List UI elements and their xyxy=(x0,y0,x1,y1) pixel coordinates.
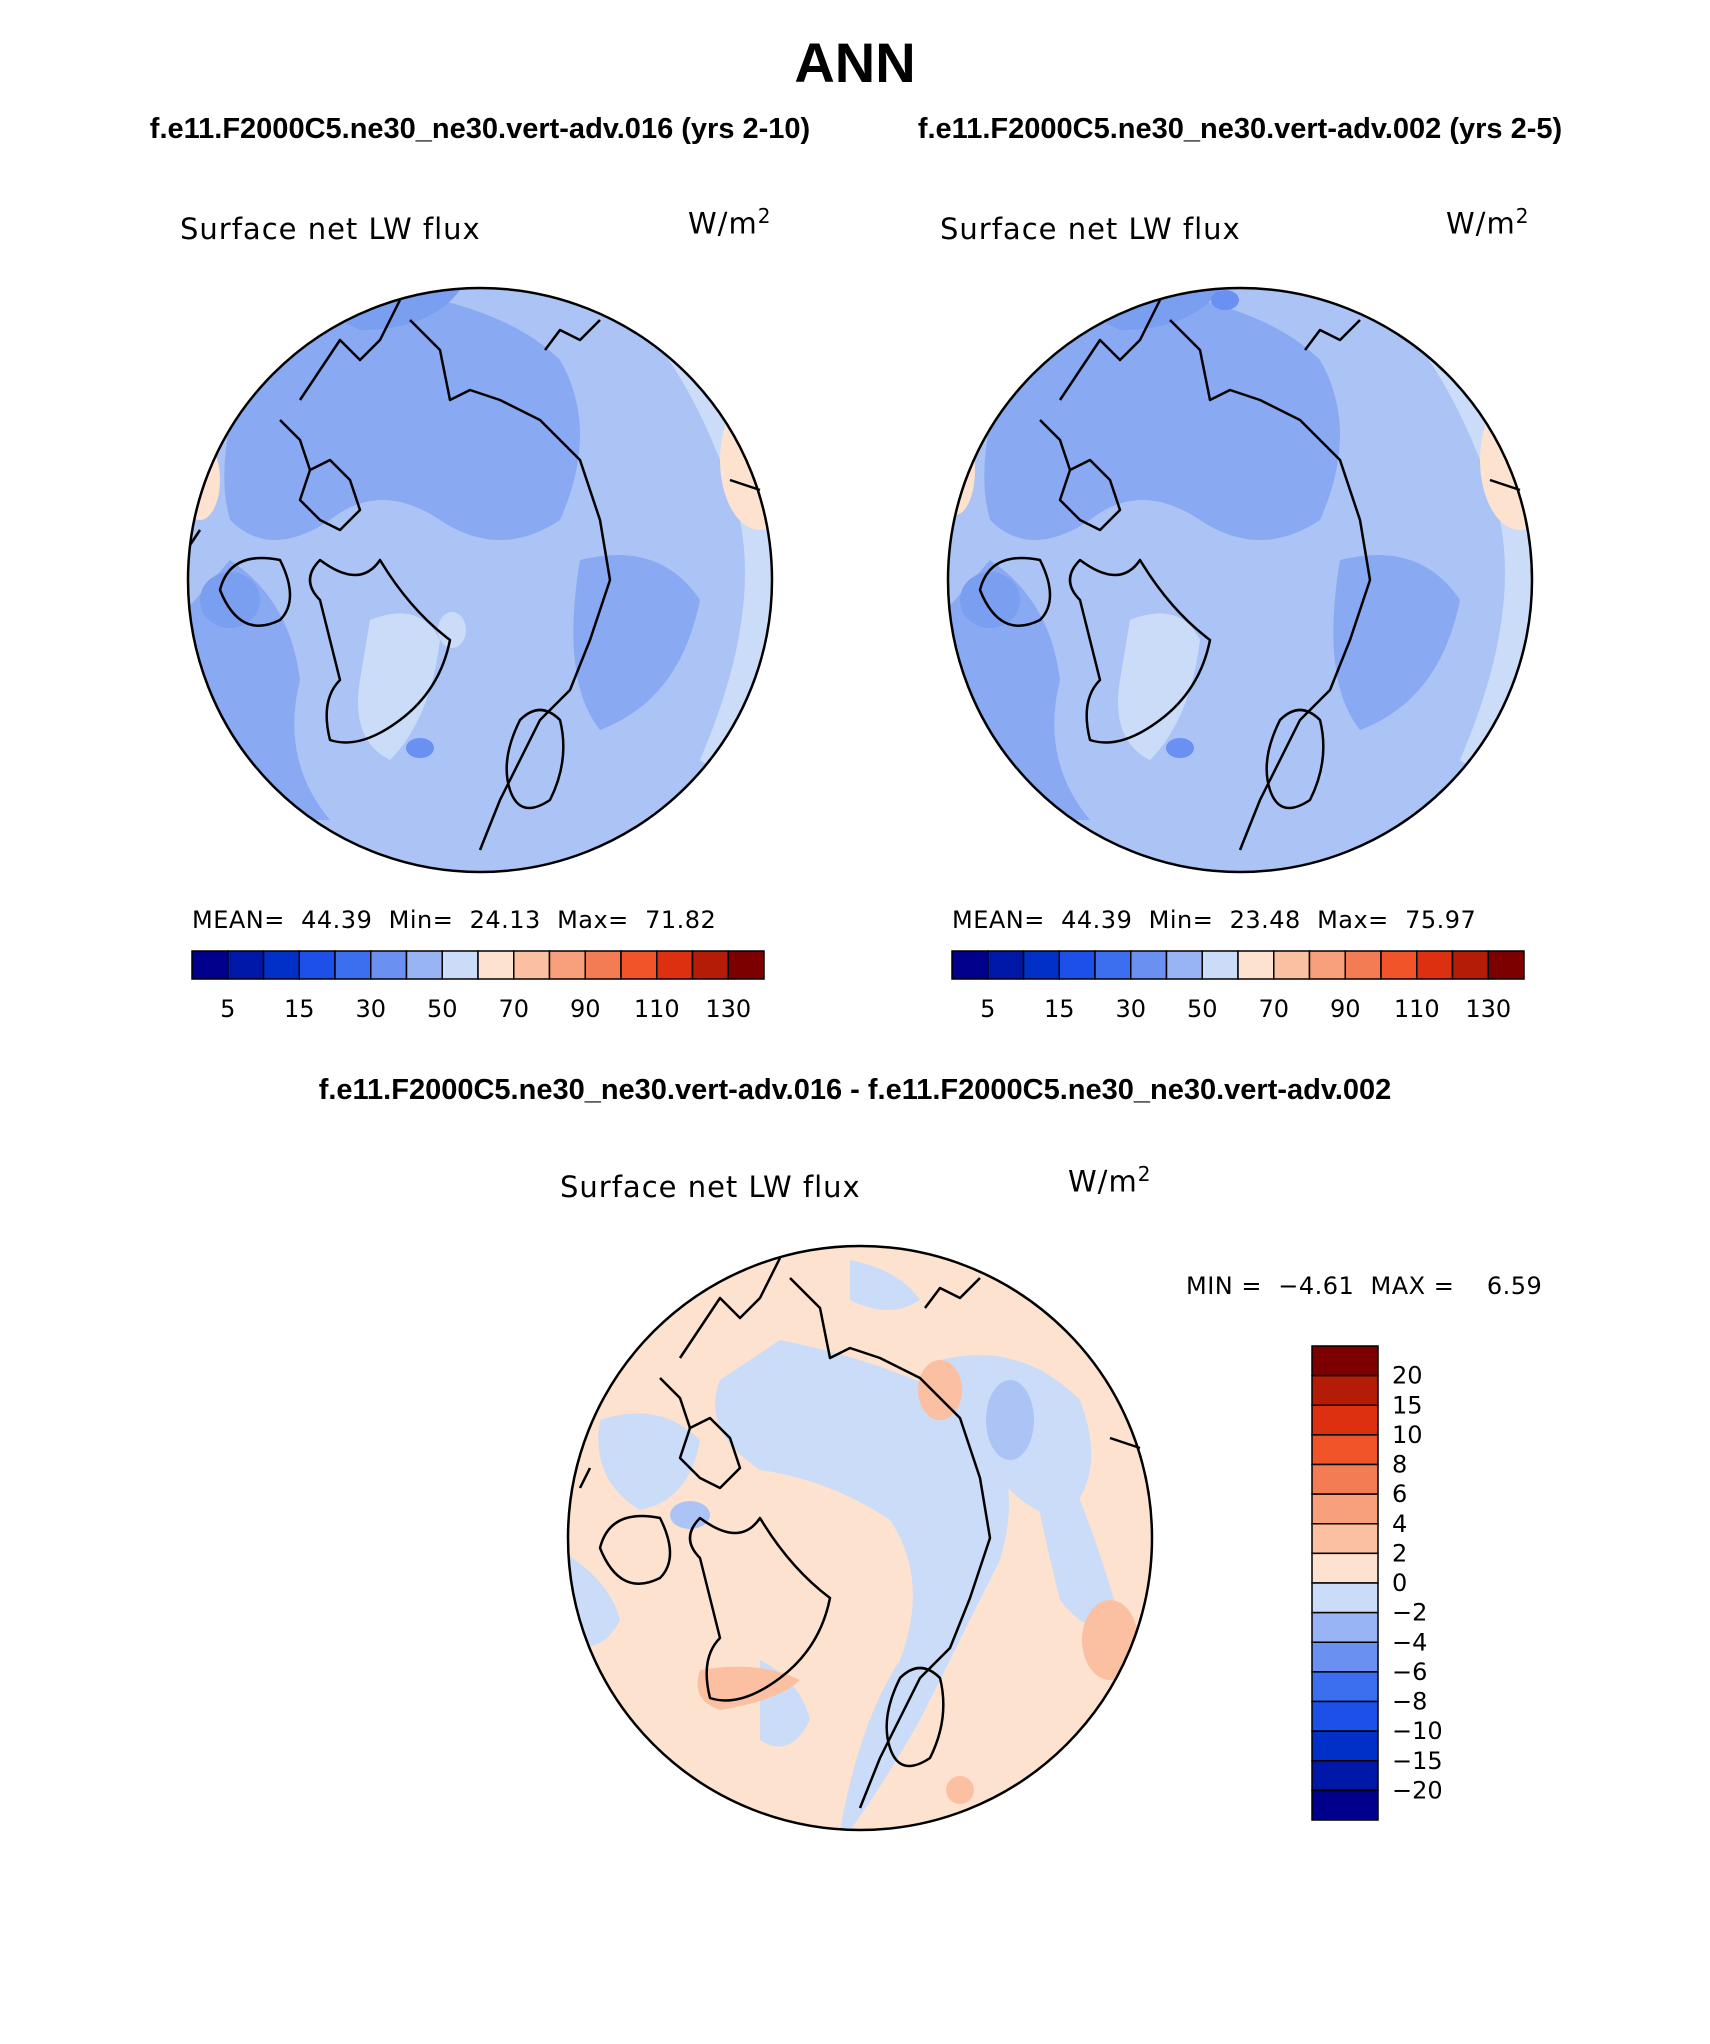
colorbar-swatch xyxy=(1311,1611,1379,1643)
panel-2-run-title: f.e11.F2000C5.ne30_ne30.vert-adv.002 (yr… xyxy=(917,113,1563,145)
colorbar-swatch xyxy=(1058,950,1096,980)
colorbar-swatch xyxy=(727,950,765,980)
colorbar-tick-label: −20 xyxy=(1392,1776,1443,1804)
colorbar-swatch xyxy=(1311,1730,1379,1762)
panel-2-variable-label: Surface net LW flux xyxy=(940,212,1241,246)
panel-1-run-title: f.e11.F2000C5.ne30_ne30.vert-adv.016 (yr… xyxy=(149,113,811,145)
colorbar-swatch xyxy=(441,950,479,980)
panel-1-variable-label: Surface net LW flux xyxy=(180,212,481,246)
colorbar-swatch xyxy=(951,950,989,980)
colorbar-tick-label: 90 xyxy=(1330,995,1361,1023)
colorbar-tick-label: 130 xyxy=(1465,995,1511,1023)
colorbar-swatch xyxy=(656,950,694,980)
colorbar-swatch xyxy=(334,950,372,980)
colorbar-swatch xyxy=(191,950,229,980)
colorbar-swatch xyxy=(1311,1760,1379,1792)
colorbar-swatch xyxy=(1311,1493,1379,1525)
colorbar-tick-label: 2 xyxy=(1392,1539,1407,1567)
panel-1-map xyxy=(186,286,774,874)
colorbar-tick-label: 20 xyxy=(1392,1362,1423,1390)
colorbar-swatch xyxy=(1165,950,1203,980)
colorbar-swatch xyxy=(1201,950,1239,980)
colorbar-tick-label: 5 xyxy=(220,995,235,1023)
colorbar-swatch xyxy=(370,950,408,980)
colorbar-tick-label: 10 xyxy=(1392,1421,1423,1449)
colorbar-tick-label: 110 xyxy=(634,995,680,1023)
colorbar-tick-label: 30 xyxy=(1115,995,1146,1023)
colorbar-tick-label: 70 xyxy=(1258,995,1289,1023)
panel-2-units: W/m2 xyxy=(1446,204,1530,241)
colorbar-tick-label: −6 xyxy=(1392,1658,1427,1686)
colorbar-swatch xyxy=(987,950,1025,980)
colorbar-tick-label: 70 xyxy=(498,995,529,1023)
panel-2-map xyxy=(946,286,1534,874)
colorbar-swatch xyxy=(1311,1523,1379,1555)
colorbar-tick-label: 0 xyxy=(1392,1569,1407,1597)
colorbar-swatch xyxy=(227,950,265,980)
colorbar-tick-label: −4 xyxy=(1392,1628,1427,1656)
colorbar-swatch xyxy=(1311,1700,1379,1732)
difference-units: W/m2 xyxy=(1068,1162,1152,1199)
colorbar-swatch xyxy=(1130,950,1168,980)
panel-2-stats: MEAN= 44.39 Min= 23.48 Max= 75.97 xyxy=(952,906,1477,934)
colorbar-swatch xyxy=(620,950,658,980)
colorbar-tick-label: −2 xyxy=(1392,1599,1427,1627)
colorbar-swatch xyxy=(691,950,729,980)
colorbar-swatch xyxy=(1344,950,1382,980)
colorbar-swatch xyxy=(1308,950,1346,980)
colorbar-swatch xyxy=(1380,950,1418,980)
colorbar-tick-label: 90 xyxy=(570,995,601,1023)
colorbar-swatch xyxy=(1451,950,1489,980)
difference-title: f.e11.F2000C5.ne30_ne30.vert-adv.016 - f… xyxy=(318,1074,1392,1106)
difference-variable-label: Surface net LW flux xyxy=(560,1170,861,1204)
colorbar-swatch xyxy=(1311,1404,1379,1436)
colorbar-swatch xyxy=(405,950,443,980)
colorbar-tick-label: 130 xyxy=(705,995,751,1023)
colorbar-tick-label: 15 xyxy=(284,995,315,1023)
colorbar-swatch xyxy=(1416,950,1454,980)
colorbar-swatch xyxy=(477,950,515,980)
colorbar-tick-label: 5 xyxy=(980,995,995,1023)
panel-2-colorbar: 5 15 30 50 70 90 110 130 xyxy=(951,950,1525,1023)
colorbar-swatch xyxy=(1094,950,1132,980)
colorbar-swatch xyxy=(1022,950,1060,980)
colorbar-swatch xyxy=(1311,1463,1379,1495)
colorbar-swatch xyxy=(1311,1374,1379,1406)
colorbar-tick-label: −10 xyxy=(1392,1717,1443,1745)
colorbar-tick-label: 15 xyxy=(1392,1391,1423,1419)
colorbar-swatch xyxy=(298,950,336,980)
colorbar-tick-label: −8 xyxy=(1392,1688,1427,1716)
colorbar-swatch xyxy=(262,950,300,980)
colorbar-tick-label: −15 xyxy=(1392,1747,1443,1775)
panel-1-colorbar: 5 15 30 50 70 90 110 130 xyxy=(191,950,765,1023)
colorbar-tick-label: 6 xyxy=(1392,1480,1407,1508)
colorbar-tick-label: 8 xyxy=(1392,1451,1407,1479)
colorbar-swatch xyxy=(1311,1345,1379,1377)
colorbar-tick-label: 50 xyxy=(1187,995,1218,1023)
colorbar-swatch xyxy=(1311,1641,1379,1673)
colorbar-swatch xyxy=(1311,1582,1379,1614)
colorbar-swatch xyxy=(1311,1552,1379,1584)
panel-1-units: W/m2 xyxy=(688,204,772,241)
colorbar-swatch xyxy=(584,950,622,980)
colorbar-swatch xyxy=(513,950,551,980)
colorbar-swatch xyxy=(1311,1434,1379,1466)
colorbar-swatch xyxy=(1237,950,1275,980)
colorbar-tick-label: 30 xyxy=(355,995,386,1023)
colorbar-tick-label: 50 xyxy=(427,995,458,1023)
colorbar-tick-label: 4 xyxy=(1392,1510,1407,1538)
colorbar-swatch xyxy=(1311,1789,1379,1821)
difference-map xyxy=(566,1244,1154,1832)
colorbar-swatch xyxy=(1487,950,1525,980)
panel-1-stats: MEAN= 44.39 Min= 24.13 Max= 71.82 xyxy=(192,906,717,934)
colorbar-swatch xyxy=(1311,1671,1379,1703)
difference-stats: MIN = −4.61 MAX = 6.59 xyxy=(1186,1272,1543,1300)
colorbar-tick-label: 110 xyxy=(1394,995,1440,1023)
colorbar-swatch xyxy=(548,950,586,980)
page-title: ANN xyxy=(794,31,916,94)
colorbar-swatch xyxy=(1273,950,1311,980)
colorbar-tick-label: 15 xyxy=(1044,995,1075,1023)
